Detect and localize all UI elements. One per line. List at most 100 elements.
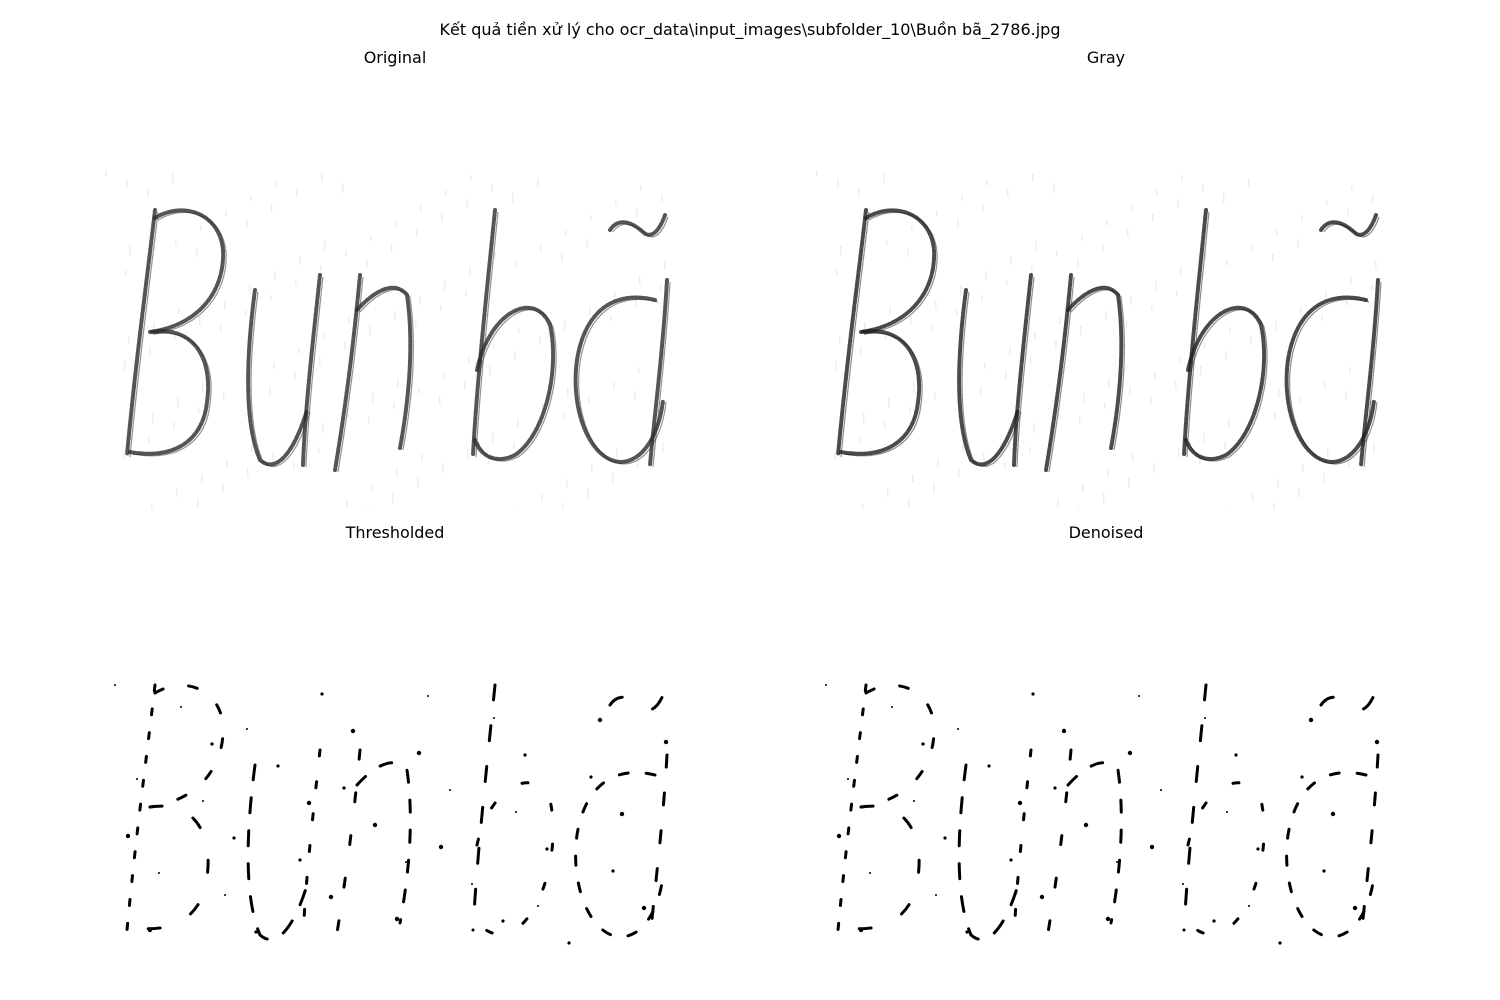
handwriting-stroke xyxy=(355,285,413,450)
noise-speck xyxy=(663,739,669,745)
noise-speck xyxy=(1248,905,1250,907)
noise-speck xyxy=(1256,847,1260,851)
noise-speck xyxy=(1160,789,1162,791)
panel-title-thresholded: Thresholded xyxy=(345,523,445,542)
handwriting-stroke xyxy=(573,295,665,465)
denoised-image xyxy=(825,683,1380,947)
noise-speck xyxy=(1009,858,1013,862)
noise-speck xyxy=(202,800,204,802)
noise-speck xyxy=(306,800,312,806)
noise-speck xyxy=(836,833,842,839)
noise-speck xyxy=(965,930,969,934)
noise-speck xyxy=(158,872,160,874)
binary-stroke xyxy=(473,781,555,936)
noise-speck xyxy=(136,778,138,780)
binary-stroke xyxy=(1285,771,1376,939)
binary-stroke xyxy=(839,804,921,931)
noise-speck xyxy=(1300,775,1304,779)
noise-speck xyxy=(254,930,258,934)
panel-gray xyxy=(806,110,1406,510)
noise-speck xyxy=(825,684,827,686)
noise-speck xyxy=(957,728,959,730)
binary-stroke xyxy=(128,804,210,931)
noise-speck xyxy=(276,764,280,768)
noise-speck xyxy=(1083,822,1089,828)
handwriting-stroke xyxy=(608,213,667,237)
noise-speck xyxy=(1352,905,1358,911)
noise-speck xyxy=(350,728,356,734)
noise-speck xyxy=(1278,941,1282,945)
noise-speck xyxy=(537,905,539,907)
noise-speck xyxy=(1138,695,1140,697)
handwriting-stroke xyxy=(1066,285,1124,450)
noise-speck xyxy=(394,916,400,922)
panel-title-original: Original xyxy=(363,48,427,67)
binary-stroke xyxy=(1012,748,1033,942)
noise-speck xyxy=(1212,919,1216,923)
binary-stroke xyxy=(125,683,157,932)
noise-speck xyxy=(1182,883,1184,885)
noise-speck xyxy=(405,861,407,863)
panel-title-denoised: Denoised xyxy=(1068,523,1144,542)
noise-speck xyxy=(328,894,334,900)
noise-speck xyxy=(858,927,864,933)
noise-speck xyxy=(597,717,603,723)
panel-title-gray: Gray xyxy=(1086,48,1126,67)
handwriting-stroke xyxy=(1182,208,1208,457)
noise-speck xyxy=(298,858,302,862)
original-image xyxy=(105,170,671,510)
noise-speck xyxy=(611,869,615,873)
noise-speck xyxy=(515,811,517,813)
binary-stroke xyxy=(957,763,1020,941)
handwriting-stroke xyxy=(836,208,868,457)
noise-speck xyxy=(416,750,422,756)
binary-stroke xyxy=(859,683,936,809)
noise-speck xyxy=(869,872,871,874)
noise-speck xyxy=(246,728,248,730)
handwriting-stroke xyxy=(471,208,497,457)
noise-speck xyxy=(114,684,116,686)
noise-speck xyxy=(342,786,346,790)
noise-speck xyxy=(1149,844,1155,850)
handwriting-stroke xyxy=(125,208,157,457)
binary-stroke xyxy=(1359,753,1380,942)
handwriting-stroke xyxy=(246,288,309,467)
noise-speck xyxy=(891,706,893,708)
binary-stroke xyxy=(574,771,665,939)
noise-speck xyxy=(1234,753,1238,757)
binary-stroke xyxy=(836,683,868,932)
handwriting-stroke xyxy=(148,208,226,334)
noise-speck xyxy=(935,894,937,896)
binary-stroke xyxy=(301,748,322,942)
binary-stroke xyxy=(1044,748,1073,947)
handwriting-stroke xyxy=(1184,305,1267,461)
noise-speck xyxy=(641,905,647,911)
noise-speck xyxy=(1053,786,1057,790)
noise-speck xyxy=(913,800,915,802)
noise-speck xyxy=(1330,811,1336,817)
noise-speck xyxy=(125,833,131,839)
noise-speck xyxy=(847,778,849,780)
panel-denoised xyxy=(806,585,1406,985)
handwriting-stroke xyxy=(1319,213,1378,237)
noise-speck xyxy=(589,775,593,779)
noise-speck xyxy=(320,692,324,696)
binary-stroke xyxy=(355,761,412,925)
handwriting-stroke xyxy=(859,208,937,334)
figure-title: Kết quả tiền xử lý cho ocr_data\input_im… xyxy=(439,20,1061,39)
noise-speck xyxy=(1308,717,1314,723)
noise-speck xyxy=(501,919,505,923)
noise-speck xyxy=(545,847,549,851)
noise-speck xyxy=(1061,728,1067,734)
noise-speck xyxy=(372,822,378,828)
noise-speck xyxy=(1127,750,1133,756)
noise-speck xyxy=(210,742,214,746)
noise-speck xyxy=(180,706,182,708)
binary-stroke xyxy=(1319,688,1378,712)
binary-stroke xyxy=(1184,781,1266,936)
noise-speck xyxy=(147,927,153,933)
binary-stroke xyxy=(333,748,362,947)
handwriting-stroke xyxy=(333,273,362,472)
noise-speck xyxy=(567,941,571,945)
noise-speck xyxy=(449,789,451,791)
